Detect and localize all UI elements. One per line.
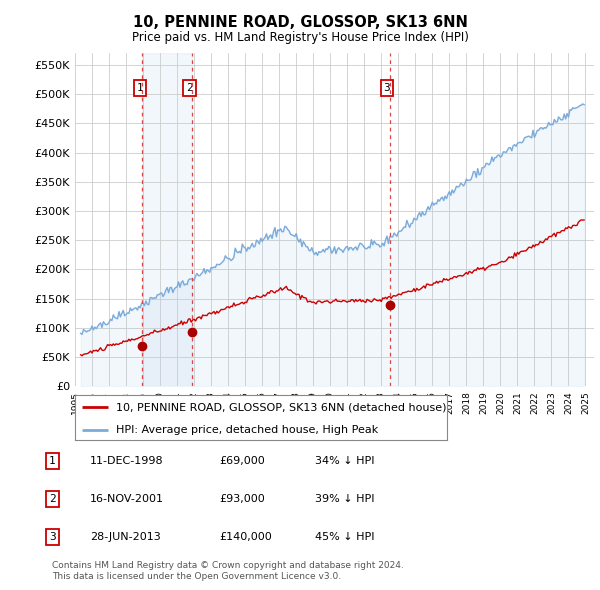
Bar [142,53,192,386]
Text: 10, PENNINE ROAD, GLOSSOP, SK13 6NN (detached house): 10, PENNINE ROAD, GLOSSOP, SK13 6NN (det… [116,402,446,412]
Text: 28-JUN-2013: 28-JUN-2013 [90,532,161,542]
Text: 2: 2 [49,494,56,504]
Text: 3: 3 [49,532,56,542]
Text: 3: 3 [384,83,391,93]
Text: £93,000: £93,000 [219,494,265,504]
Text: 1: 1 [49,457,56,466]
Text: Price paid vs. HM Land Registry's House Price Index (HPI): Price paid vs. HM Land Registry's House … [131,31,469,44]
Text: 1: 1 [136,83,143,93]
Text: 34% ↓ HPI: 34% ↓ HPI [315,457,374,466]
Text: HPI: Average price, detached house, High Peak: HPI: Average price, detached house, High… [116,425,378,435]
Text: £140,000: £140,000 [219,532,272,542]
Text: 10, PENNINE ROAD, GLOSSOP, SK13 6NN: 10, PENNINE ROAD, GLOSSOP, SK13 6NN [133,15,467,30]
Text: 16-NOV-2001: 16-NOV-2001 [90,494,164,504]
Text: 45% ↓ HPI: 45% ↓ HPI [315,532,374,542]
Text: Contains HM Land Registry data © Crown copyright and database right 2024.: Contains HM Land Registry data © Crown c… [52,560,404,569]
Text: £69,000: £69,000 [219,457,265,466]
Text: This data is licensed under the Open Government Licence v3.0.: This data is licensed under the Open Gov… [52,572,341,581]
Text: 39% ↓ HPI: 39% ↓ HPI [315,494,374,504]
Text: 11-DEC-1998: 11-DEC-1998 [90,457,164,466]
Text: 2: 2 [186,83,193,93]
